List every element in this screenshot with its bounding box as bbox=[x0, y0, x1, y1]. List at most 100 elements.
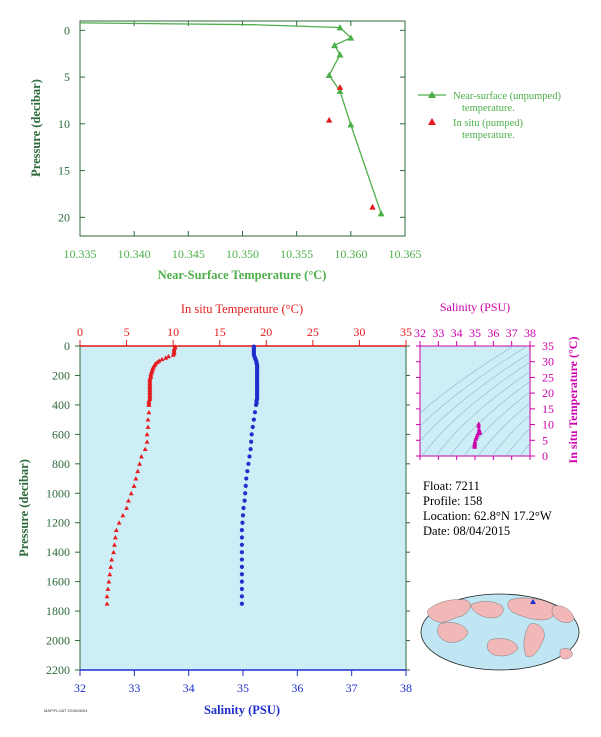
salinity-point bbox=[253, 402, 259, 408]
ts-temp-tick-label: 25 bbox=[542, 370, 554, 384]
profile-date: Date: 08/04/2015 bbox=[423, 524, 511, 538]
salinity-point bbox=[245, 469, 250, 474]
near-surface-point bbox=[325, 71, 333, 79]
world-map bbox=[420, 593, 580, 671]
near-surface-line bbox=[79, 22, 382, 214]
temperature-point bbox=[104, 601, 110, 606]
top-x-tick-label: 10.345 bbox=[172, 247, 205, 261]
density-contour bbox=[491, 414, 530, 456]
salinity-point bbox=[248, 446, 253, 452]
temperature-point bbox=[135, 468, 141, 474]
density-contour bbox=[420, 352, 530, 442]
top-y-tick-label: 5 bbox=[64, 70, 70, 84]
top-x-tick-label: 10.365 bbox=[389, 247, 422, 261]
temp-tick-label: 0 bbox=[77, 325, 83, 339]
top-x-tick-label: 10.360 bbox=[334, 247, 367, 261]
temperature-point bbox=[146, 402, 152, 407]
salinity-point bbox=[240, 520, 245, 525]
density-contour bbox=[421, 361, 530, 456]
temperature-point bbox=[120, 512, 126, 518]
temperature-point bbox=[106, 579, 112, 584]
temperature-point bbox=[112, 535, 118, 540]
pressure-tick-label: 1200 bbox=[46, 516, 70, 530]
ts-temp-tick-label: 0 bbox=[542, 449, 548, 463]
temperature-point bbox=[111, 549, 116, 555]
temperature-point bbox=[166, 353, 171, 359]
pressure-tick-label: 1600 bbox=[46, 575, 70, 589]
salinity-point bbox=[242, 498, 247, 503]
salinity-point bbox=[250, 424, 255, 430]
salinity-point bbox=[239, 542, 245, 547]
legend-triangle-green bbox=[428, 91, 436, 98]
float-id: Float: 7211 bbox=[423, 479, 480, 493]
near-surface-point bbox=[331, 41, 339, 49]
legend-label-near-surface: Near-surface (unpumped) temperature. bbox=[453, 91, 561, 114]
salinity-point bbox=[239, 586, 245, 592]
temperature-point bbox=[116, 520, 122, 525]
salinity-point bbox=[239, 550, 245, 555]
ts-temp-tick-label: 10 bbox=[542, 418, 554, 432]
ts-temp-tick-label: 20 bbox=[542, 386, 554, 400]
top-plot-frame bbox=[79, 20, 406, 237]
temperature-point bbox=[112, 542, 117, 547]
pressure-tick-label: 2200 bbox=[46, 663, 70, 677]
density-contour bbox=[505, 427, 530, 456]
near-surface-chart: 10.335 10.340 10.345 10.350 10.355 10.360 10.3… bbox=[29, 20, 561, 282]
temperature-point bbox=[107, 571, 113, 577]
salinity-point bbox=[239, 572, 245, 577]
near-surface-point bbox=[336, 51, 344, 58]
ts-point bbox=[476, 426, 482, 432]
top-y-axis-label: Pressure (decibar) bbox=[29, 79, 43, 177]
in-situ-point bbox=[369, 203, 376, 210]
temp-tick-label: 30 bbox=[353, 325, 365, 339]
temperature-point bbox=[145, 417, 151, 422]
temperature-point bbox=[131, 483, 137, 488]
profile-y-axis-label: Pressure (decibar) bbox=[17, 459, 31, 557]
top-x-tick-label: 10.340 bbox=[118, 247, 151, 261]
salinity-point bbox=[249, 432, 254, 437]
top-x-tick-label: 10.350 bbox=[226, 247, 259, 261]
salinity-point bbox=[240, 513, 246, 518]
density-contour bbox=[420, 346, 528, 427]
sal-tick-label: 35 bbox=[237, 681, 249, 695]
ts-point bbox=[472, 439, 478, 444]
pressure-tick-label: 1400 bbox=[46, 545, 70, 559]
ts-sal-tick-label: 34 bbox=[451, 326, 463, 340]
top-x-tick-label: 10.355 bbox=[280, 247, 313, 261]
salinity-point bbox=[251, 417, 256, 422]
pressure-tick-label: 400 bbox=[52, 398, 70, 412]
temperature-point bbox=[124, 505, 129, 510]
temp-tick-label: 20 bbox=[260, 325, 272, 339]
near-surface-point bbox=[347, 121, 355, 128]
pressure-tick-label: 200 bbox=[52, 368, 70, 382]
near-surface-point bbox=[377, 210, 385, 217]
salinity-point bbox=[239, 557, 245, 562]
top-x-axis-label: Near-Surface Temperature (°C) bbox=[158, 268, 327, 282]
top-y-tick-label: 0 bbox=[64, 23, 70, 37]
temperature-point bbox=[144, 431, 150, 437]
temperature-point bbox=[104, 593, 110, 599]
salinity-point bbox=[239, 579, 245, 584]
top-x-tick-label: 10.335 bbox=[64, 247, 97, 261]
salinity-point bbox=[239, 594, 245, 599]
density-contour bbox=[420, 346, 514, 414]
salinity-point bbox=[239, 535, 245, 540]
ts-sal-tick-label: 37 bbox=[506, 326, 518, 340]
salinity-point bbox=[241, 505, 246, 511]
sal-tick-label: 34 bbox=[183, 681, 195, 695]
ts-sal-tick-label: 36 bbox=[487, 326, 499, 340]
footer-credit: MAP/FLOAT 2015/08/04 bbox=[44, 708, 88, 713]
temp-tick-label: 10 bbox=[167, 325, 179, 339]
ts-temp-tick-label: 35 bbox=[542, 339, 554, 353]
temperature-point bbox=[139, 454, 144, 459]
profile-top-axis-label: In situ Temperature (°C) bbox=[181, 302, 303, 316]
temperature-point bbox=[109, 557, 115, 562]
top-y-tick-label: 20 bbox=[58, 210, 70, 224]
ts-y-axis-label: In situ Temperature (°C) bbox=[566, 337, 580, 464]
sal-tick-label: 36 bbox=[291, 681, 303, 695]
temperature-point bbox=[146, 409, 152, 415]
ts-point bbox=[472, 444, 478, 449]
temp-tick-label: 15 bbox=[214, 325, 226, 339]
